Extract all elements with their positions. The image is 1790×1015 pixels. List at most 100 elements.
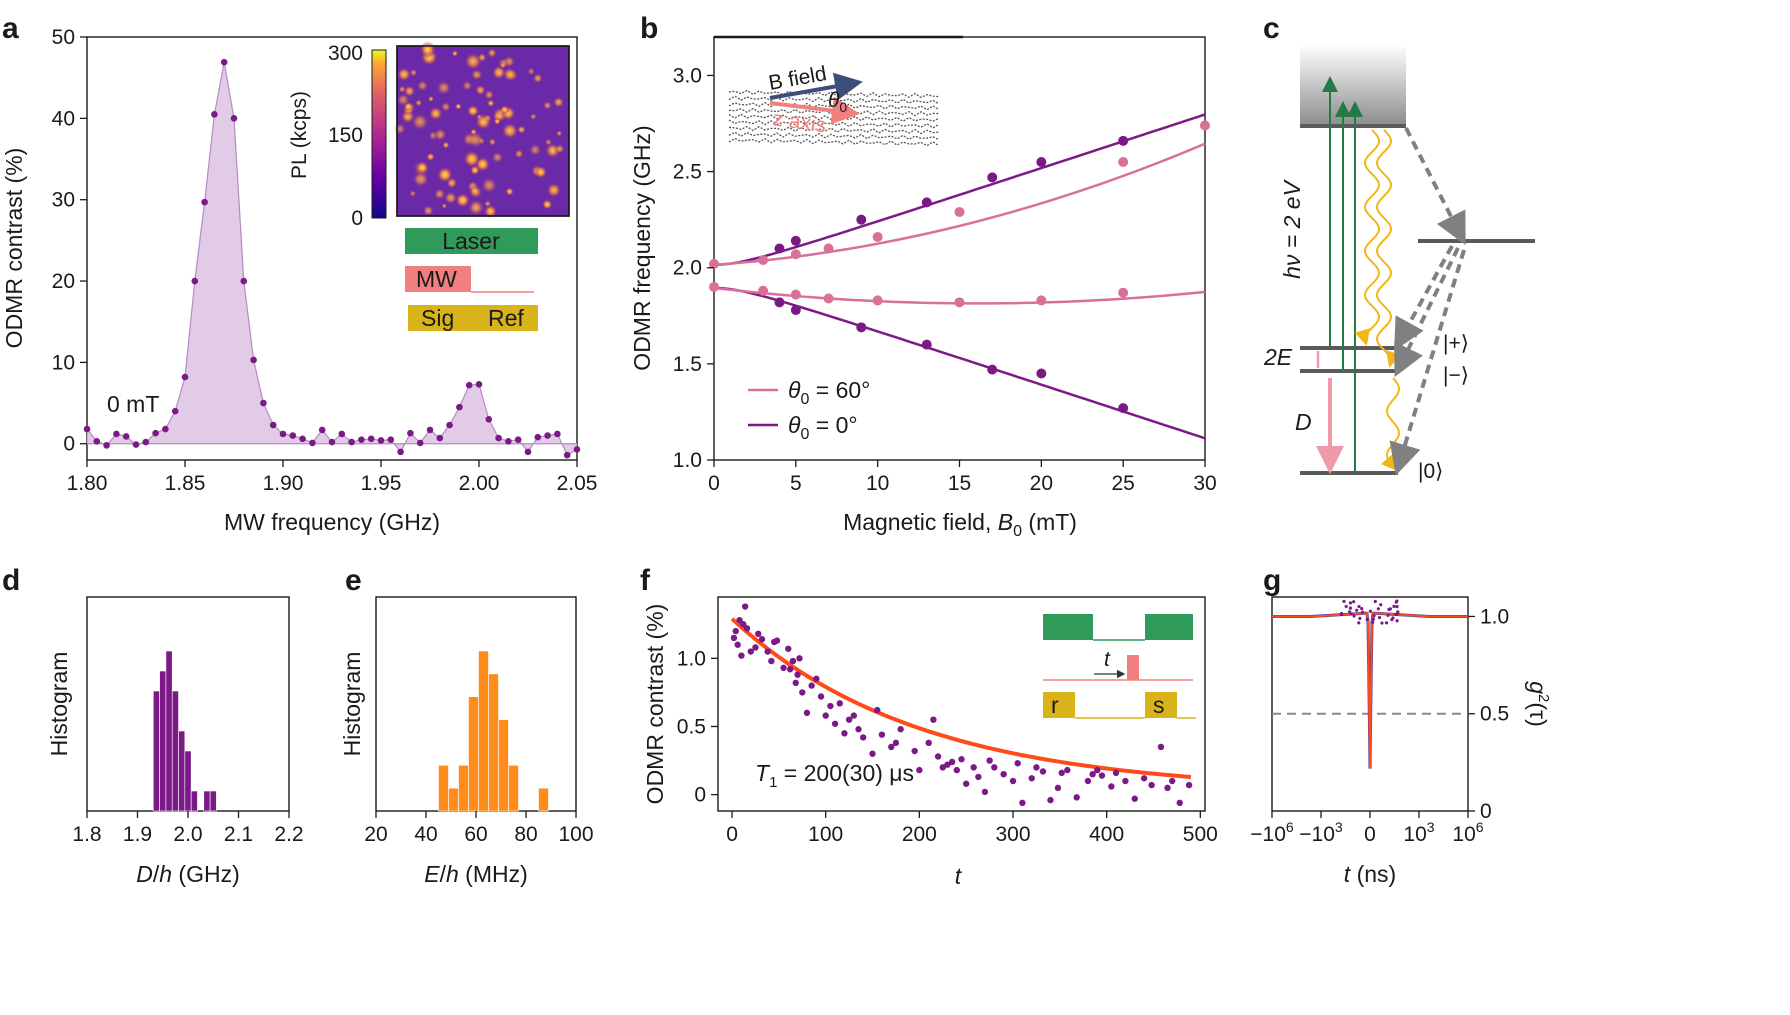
data-point-60deg (1118, 156, 1129, 167)
data-point (416, 439, 424, 447)
data-point (758, 636, 766, 643)
data-point (1342, 599, 1346, 603)
d-histogram-bar (165, 650, 173, 812)
pl-spot (415, 161, 429, 175)
e-xtick-label: 60 (464, 823, 487, 846)
pl-spot (475, 113, 492, 131)
data-point (827, 702, 834, 710)
colorbar-tick-mid: 150 (328, 124, 363, 147)
mw-pulse-label: MW (416, 266, 457, 292)
a-ytick-label: 20 (52, 270, 75, 293)
e-xtick-label: 100 (558, 823, 593, 846)
data-point (544, 432, 551, 439)
b-ytick-label: 2.5 (673, 161, 702, 184)
d-histogram-bar (171, 690, 179, 812)
d-histogram-bar (152, 690, 160, 812)
data-point (822, 712, 829, 719)
pl-spot (451, 50, 459, 57)
data-point (1358, 616, 1362, 620)
data-point (817, 693, 825, 700)
x-axis-label-b: Magnetic field, B0 (mT) (843, 509, 1077, 540)
laser-pulse-label: Laser (442, 228, 500, 254)
pl-spot (546, 182, 562, 198)
pl-spot (534, 165, 548, 179)
data-point (740, 621, 747, 628)
readout-r-block (1043, 692, 1075, 718)
data-point (1355, 608, 1359, 612)
hbn-layer (728, 107, 940, 117)
readout-s-label: s (1153, 692, 1165, 718)
data-point (991, 764, 998, 771)
b-ytick-label: 3.0 (673, 64, 702, 87)
b-xtick-label: 5 (790, 472, 802, 495)
pl-spot (484, 200, 492, 208)
pl-spot (467, 199, 485, 216)
data-point (916, 766, 923, 774)
data-point (1391, 616, 1395, 620)
panel-label-e: e (345, 564, 362, 597)
f-xtick-label: 0 (726, 823, 738, 846)
g-xtick-label: 103 (1403, 819, 1434, 846)
d-histogram-bar (178, 730, 186, 812)
emission-wave-1 (1354, 129, 1380, 346)
data-point (1064, 766, 1071, 774)
pl-spot (527, 67, 536, 76)
pl-spot (396, 93, 410, 107)
g-xtick-label: −106 (1250, 819, 1294, 846)
data-point (1047, 796, 1054, 804)
colorbar (371, 49, 387, 219)
panel-label-b: b (640, 12, 658, 45)
data-point (93, 437, 101, 445)
data-point (738, 652, 745, 659)
pl-spot (409, 68, 418, 77)
data-point (465, 381, 473, 389)
data-point (831, 720, 839, 727)
data-point (925, 739, 932, 747)
g-xtick-label: −103 (1299, 819, 1343, 846)
data-point (1373, 599, 1377, 604)
data-point (1357, 604, 1361, 609)
data-point (1368, 609, 1372, 613)
pl-spot (394, 123, 406, 135)
data-point (181, 373, 189, 381)
panel-f: 0 100 200 300 400 500 0 0.5 1.0 ODMR contrast (%… (642, 596, 1218, 889)
pl-spot (442, 141, 450, 149)
data-point (836, 700, 843, 707)
panel-label-c: c (1263, 12, 1280, 45)
y-axis-label-f: ODMR contrast (%) (642, 604, 668, 805)
z-axis-label: z axis (771, 107, 827, 137)
data-point-60deg (1036, 295, 1047, 306)
data-point (1098, 772, 1106, 779)
e-histogram-bar (508, 764, 519, 812)
b-xtick-label: 10 (866, 472, 889, 495)
panel-b: 0 5 10 15 20 25 30 1.0 1.5 2.0 2.5 3.0 ODMR frequen… (629, 35, 1217, 540)
b-xtick-label: 0 (708, 472, 720, 495)
pl-spot (502, 67, 517, 82)
theta-label: θ0 (828, 89, 847, 115)
pl-spot (446, 177, 458, 189)
pl-spot (528, 143, 542, 156)
laser-pulse (405, 228, 538, 254)
pl-spot (491, 151, 504, 164)
pl-spot (433, 128, 447, 142)
fit-0deg-upper (713, 113, 1206, 267)
a-ytick-label: 30 (52, 189, 75, 212)
data-point (986, 757, 993, 764)
data-point (888, 743, 895, 751)
pl-spot (464, 52, 482, 71)
pl-spot (409, 189, 417, 197)
data-point (1094, 766, 1101, 774)
data-point (855, 726, 862, 733)
data-point (1344, 604, 1348, 609)
f-ytick-label: 0 (694, 784, 706, 807)
data-point (1379, 603, 1383, 607)
a-xtick-label: 2.05 (557, 472, 598, 495)
pl-spot (419, 41, 436, 58)
data-point-0deg (774, 243, 785, 254)
panel-label-d: d (2, 564, 20, 597)
data-point-0deg (856, 214, 867, 225)
e-xtick-label: 80 (514, 823, 537, 846)
fit-60deg-upper (713, 142, 1206, 267)
data-point (269, 421, 277, 429)
data-point (201, 198, 208, 206)
